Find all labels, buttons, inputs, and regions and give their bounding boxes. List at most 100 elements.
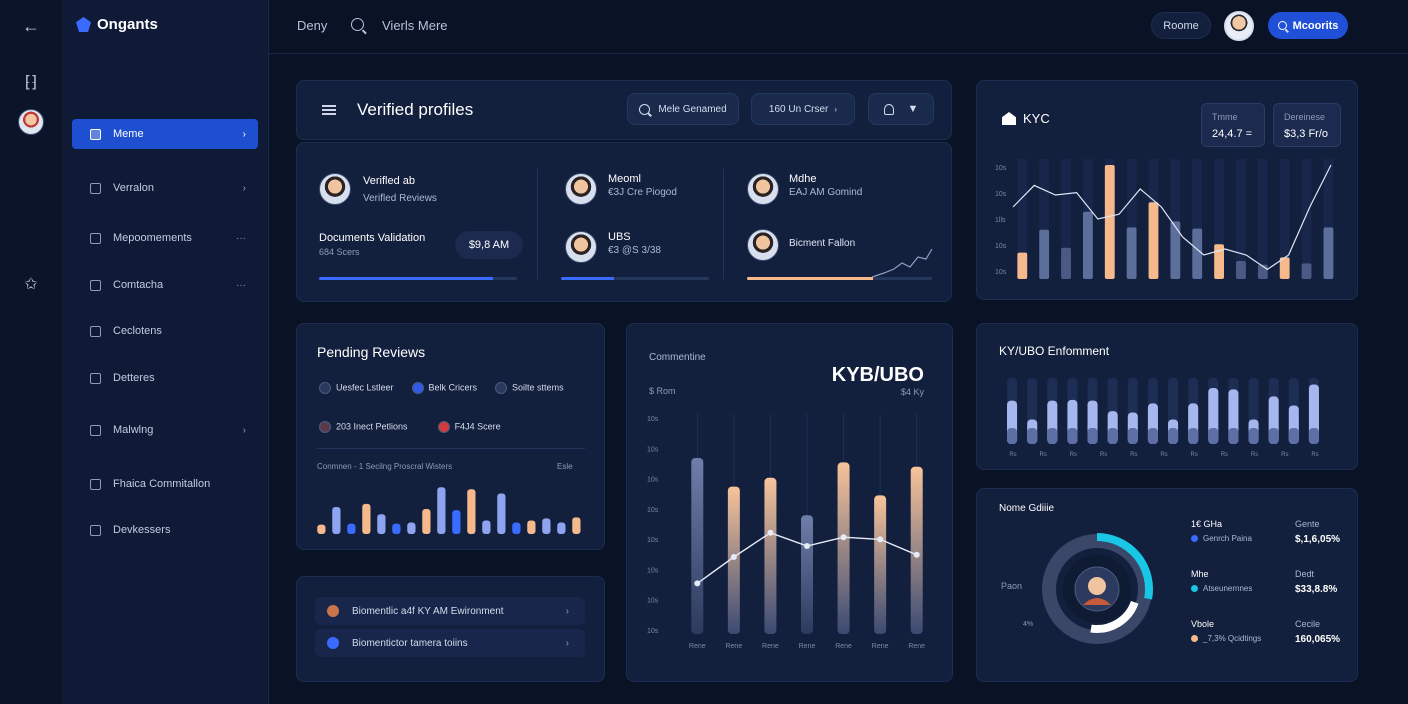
kyc-bar [1104,165,1115,279]
sidebar-item-label: Fhaica Commitallon [113,478,211,490]
pending-bar [362,503,371,534]
sidebar-item[interactable]: Verralon › [72,173,258,203]
donut-stat-item[interactable]: Atseunernnes [1191,584,1252,593]
kyc-y-tick: 10s [995,243,1007,250]
donut-stat-right-head: Gente [1295,519,1320,529]
kyb-x-tick: Rene [835,643,852,650]
pending-chart [317,487,581,534]
top-link-view-more[interactable]: Vierls Mere [382,18,448,33]
sidebar-item[interactable]: Mepoomements ··· [72,223,258,253]
route-pill[interactable]: Roome [1151,12,1211,39]
pending-bar [512,522,521,534]
kyb-sub-caption: $ Rom [649,386,676,396]
verified-profiles-header: Verified profiles Mele Genamed 160 Un Cr… [296,80,952,140]
biometric-icon [327,637,339,649]
pending-bar [377,514,386,534]
documents-badge[interactable]: $9,8 AM [455,231,523,259]
top-link-deny[interactable]: Deny [297,18,328,33]
kyb-bar [910,466,923,634]
sidebar-item-label: Meme [113,128,144,140]
biometric-label: Biomentlic a4f KY AM Ewironment [352,605,504,617]
kyc-y-tick: 10s [995,269,1007,276]
sidebar-item[interactable]: Ceclotens [72,316,258,346]
verified-title: Verified profiles [357,100,474,119]
user-dropdown-button[interactable]: ▼ [868,93,934,125]
donut-stat-label: Genrch Paina [1203,534,1252,543]
kyc-chart: 10s 10s 1lls 10s 10s [995,159,1334,279]
donut-segment-white [1090,600,1139,633]
donut-stat-item[interactable]: Genrch Paina [1191,534,1252,543]
pending-bar [542,518,551,534]
kyb-bar [727,486,740,634]
kyb-line-point [694,580,701,587]
kyc-stat-value: 24,4.7 = [1212,128,1253,140]
sidebar-item[interactable]: Meme › [72,119,258,149]
donut-stat-item[interactable]: _7,3% Qcidtings [1191,634,1261,643]
kyc-stat-box[interactable]: Dereinese $3,3 Fr/o [1273,103,1341,147]
review-chip[interactable]: F4J4 Scere [437,421,501,433]
rail-avatar[interactable] [18,109,44,135]
pending-bar [332,506,341,534]
donut-stat-right-head: Cecile [1295,619,1321,629]
kyc-bar-track [1301,159,1312,279]
profile-avatar[interactable] [747,229,779,261]
kyc-title: KYC [1023,111,1050,126]
donut-stat-label: _7,3% Qcidtings [1203,634,1262,643]
sidebar-item[interactable]: Devkessers [72,515,258,545]
sidebar-item[interactable]: Malwlng › [72,415,258,445]
biometric-row[interactable]: Biomentictor tamera toiins › [315,629,585,657]
donut-stat-head: 1€ GHa [1191,519,1223,529]
kyc-stat-box[interactable]: Tmme 24,4.7 = [1201,103,1265,147]
profile-avatar[interactable] [565,231,597,263]
enf-x-tick: Rs [1221,452,1228,458]
review-chip[interactable]: Uesfec Lstleer [319,382,394,394]
search-icon[interactable] [351,18,364,31]
review-chip[interactable]: Belk Cricers [411,382,477,394]
kyb-sub: $4 Ky [900,387,924,397]
pending-bar [467,489,476,534]
kyb-bar [837,462,850,634]
profile-avatar[interactable] [319,173,351,205]
user-avatar[interactable] [1224,11,1254,41]
biometric-row[interactable]: Biomentlic a4f KY AM Ewironment › [315,597,585,625]
star-icon[interactable]: ✩ [24,276,38,293]
kyc-stat-label: Dereinese [1284,112,1326,122]
kyc-bar-track [1279,159,1290,279]
kyb-bar [691,458,704,634]
profile-name: UBS [608,231,631,243]
review-chips: Uesfec Lstleer Belk Cricers Soilte sttems [319,382,564,394]
primary-button[interactable]: Mcoorits [1268,12,1348,39]
sidebar: Ongants Meme › Verralon › Mepoomements ··· Com… [62,0,269,704]
pending-bar [317,524,326,534]
enf-bar-base [1308,428,1319,444]
hook-icon[interactable]: ⁅⁆ [24,74,38,91]
sidebar-item-label: Verralon [113,182,154,194]
verified-search-label: Mele Genamed [658,103,727,115]
kyc-bar [1236,261,1246,279]
enf-bar-base [1228,428,1239,444]
chip-icon [319,421,331,433]
enf-bar-base [1047,428,1058,444]
pending-bar [422,509,431,534]
profile-avatar[interactable] [565,173,597,205]
kyb-line-point [840,534,847,541]
nav-icon [90,232,101,244]
sidebar-item-label: Ceclotens [113,325,162,337]
kyb-bar [874,495,887,634]
brand[interactable]: Ongants [76,16,158,33]
verified-filter-button[interactable]: 160 Un Crser › [751,93,855,125]
enf-bar-base [1007,428,1018,444]
sidebar-item[interactable]: Comtacha ··· [72,270,258,300]
verified-search-button[interactable]: Mele Genamed [627,93,739,125]
sidebar-item[interactable]: Detteres [72,363,258,393]
back-arrow-icon[interactable]: ← [22,16,40,36]
donut-avatar-body [1083,598,1111,605]
kyb-line-point [730,554,737,560]
review-chip[interactable]: 203 Inect Petlions [319,421,408,433]
search-icon [1277,21,1287,30]
review-chip[interactable]: Soilte sttems [495,382,564,394]
profile-avatar[interactable] [747,173,779,205]
sidebar-item[interactable]: Fhaica Commitallon [72,469,258,499]
sidebar-item-tail: › [242,128,246,140]
pending-chart-caption-right: Esle [557,462,573,471]
